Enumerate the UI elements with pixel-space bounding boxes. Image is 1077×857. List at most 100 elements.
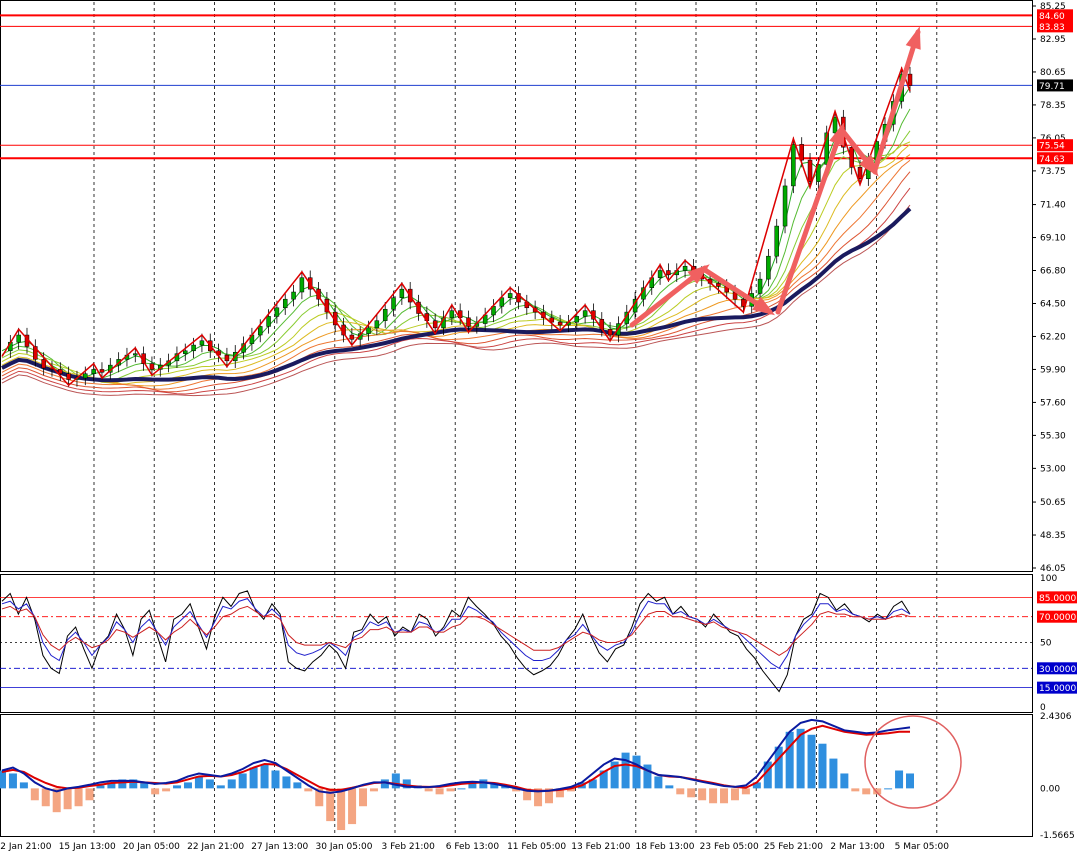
ma-ribbon-line: [1, 187, 911, 395]
macd-histogram-bar: [162, 788, 171, 792]
macd-histogram-bar: [862, 788, 871, 795]
macd-histogram-bar: [30, 788, 39, 801]
price-axis-label: 80.65: [1040, 68, 1066, 78]
macd-histogram-bar: [380, 779, 389, 789]
macd-histogram-bar: [326, 788, 335, 822]
macd-histogram-bar: [774, 746, 783, 789]
annotation-arrow-head: [752, 296, 776, 316]
oscillator-series-line: [1, 605, 911, 656]
candle-body: [682, 265, 688, 271]
macd-histogram-bar: [0, 770, 6, 789]
time-axis-label: 12 Jan 21:00: [0, 842, 52, 852]
candle-body: [183, 350, 188, 354]
candle-body: [16, 334, 21, 343]
level-price-tag: [1037, 139, 1073, 152]
price-axis-label: 55.30: [1040, 431, 1066, 441]
price-axis-label: 50.65: [1040, 498, 1066, 508]
macd-axis-label: 0.00: [1040, 784, 1060, 794]
candle-body: [149, 363, 155, 370]
price-axis-label: 48.35: [1040, 531, 1066, 541]
macd-histogram-bar: [315, 788, 324, 807]
main-pane-frame: [0, 0, 1033, 572]
time-axis-label: 2 Mar 13:00: [830, 842, 885, 852]
time-axis-label: 13 Feb 21:00: [571, 842, 630, 852]
candle-body: [549, 317, 555, 323]
candle-body: [716, 283, 721, 287]
macd-histogram-bar: [85, 788, 94, 801]
macd-histogram-bar: [741, 788, 750, 795]
price-axis-label: 78.35: [1040, 101, 1066, 111]
macd-histogram-bar: [52, 788, 61, 813]
time-axis-label: 23 Feb 05:00: [700, 842, 759, 852]
macd-histogram-bar: [304, 788, 313, 792]
oscillator-level-label: 30.0000: [1039, 665, 1076, 675]
zigzag-line: [1, 66, 911, 387]
macd-histogram-bar: [840, 773, 849, 789]
macd-histogram-bar: [282, 776, 291, 789]
macd-histogram-bar: [906, 773, 914, 789]
candle-body: [382, 308, 388, 321]
price-axis-label: 62.20: [1040, 332, 1066, 342]
macd-histogram-bar: [63, 788, 72, 810]
macd-histogram-bar: [479, 779, 488, 789]
oscillator-level-tag: [1037, 610, 1077, 623]
macd-histogram-bar: [490, 782, 499, 789]
candle-body: [432, 320, 438, 329]
candle-body: [507, 293, 513, 299]
ma-ribbon-line: [1, 108, 911, 379]
candle-body: [399, 288, 405, 299]
macd-histogram-bar: [271, 770, 280, 789]
candle-body: [782, 185, 788, 227]
candle-body: [266, 316, 271, 327]
candle-body: [791, 144, 796, 187]
macd-histogram-bar: [829, 758, 838, 789]
macd-histogram-bar: [205, 779, 214, 789]
candle-body: [191, 344, 196, 352]
macd-histogram-bar: [435, 788, 444, 795]
macd-histogram-bar: [544, 788, 553, 804]
price-axis-label: 64.50: [1040, 299, 1066, 309]
macd-histogram-bar: [129, 779, 138, 789]
macd-histogram-bar: [457, 788, 466, 790]
macd-histogram-bar: [895, 770, 904, 789]
macd-histogram-bar: [446, 788, 455, 792]
ma-ribbon-line: [1, 130, 911, 382]
candle-body: [224, 354, 230, 362]
candle-body: [499, 297, 505, 307]
time-axis-label: 30 Jan 05:00: [316, 842, 373, 852]
macd-histogram-bar: [183, 782, 192, 789]
macd-histogram-bar: [720, 788, 729, 804]
candle-body: [449, 310, 455, 319]
time-axis-label: 11 Feb 05:00: [507, 842, 566, 852]
oscillator-level-label: 15.0000: [1039, 684, 1076, 694]
candle-body: [291, 291, 296, 300]
oscillator-series-line: [1, 590, 911, 693]
level-price-label: 79.71: [1039, 82, 1065, 92]
macd-histogram-bar: [534, 788, 543, 807]
macd-histogram-bar: [19, 782, 28, 789]
candle-body: [657, 270, 663, 278]
macd-histogram-bar: [752, 782, 761, 789]
price-axis-label: 82.95: [1040, 35, 1066, 45]
oscillator-axis-label: 100: [1040, 574, 1057, 584]
macd-histogram-bar: [698, 788, 707, 801]
macd-histogram-bar: [643, 764, 652, 789]
candle-body: [574, 316, 580, 323]
price-axis-label: 71.40: [1040, 201, 1066, 211]
candle-body: [282, 298, 288, 309]
candle-body: [666, 270, 671, 276]
macd-histogram-bar: [337, 788, 346, 831]
level-price-tag: [1037, 79, 1073, 92]
candle-body: [83, 373, 88, 379]
candle-body: [907, 73, 913, 86]
macd-histogram-bar: [818, 743, 827, 789]
oscillator-pane-frame: [0, 574, 1033, 713]
macd-histogram-bar: [687, 788, 696, 798]
oscillator-series-line: [1, 598, 911, 669]
macd-histogram-bar: [8, 773, 17, 789]
macd-histogram-bar: [194, 776, 203, 789]
price-axis-label: 66.80: [1040, 267, 1066, 277]
candle-body: [766, 255, 771, 280]
